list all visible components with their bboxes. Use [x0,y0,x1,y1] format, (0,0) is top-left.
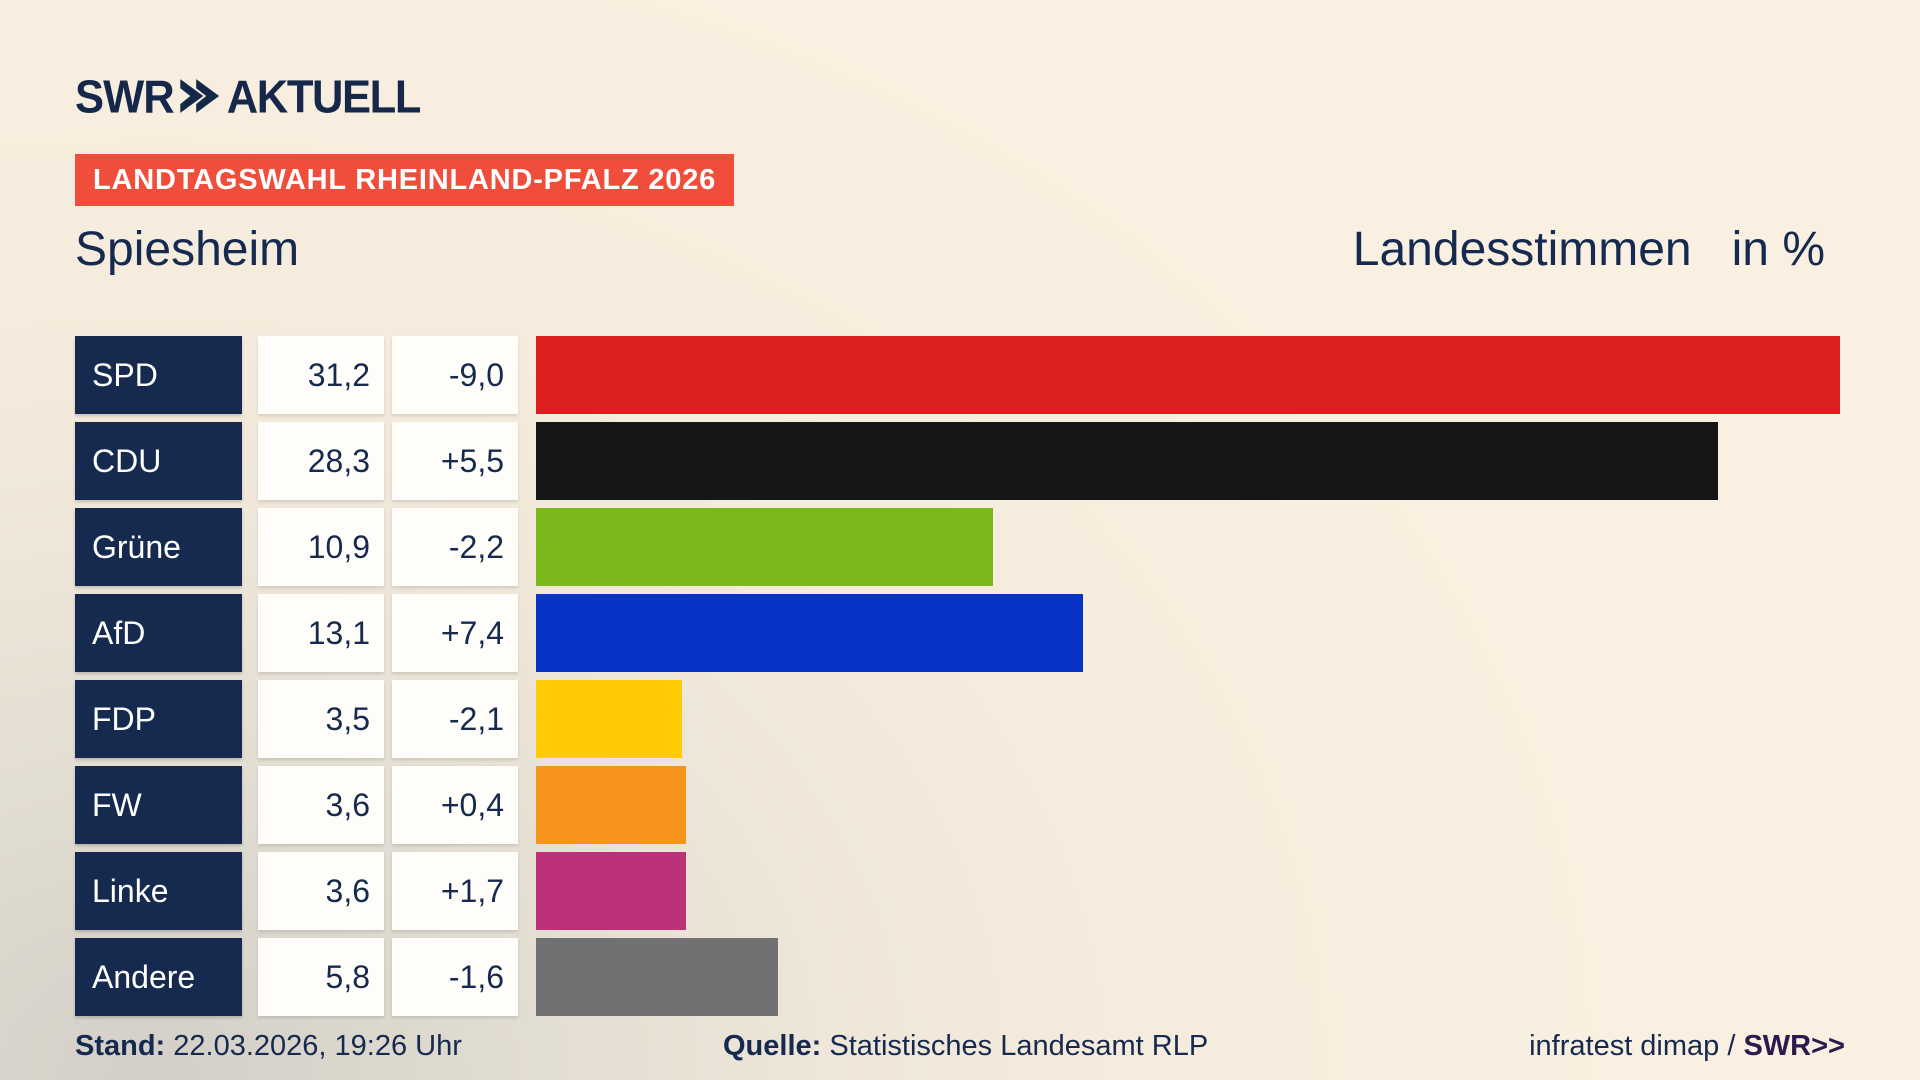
svg-text:AKTUELL: AKTUELL [227,71,420,121]
svg-text:SWR: SWR [75,71,174,121]
